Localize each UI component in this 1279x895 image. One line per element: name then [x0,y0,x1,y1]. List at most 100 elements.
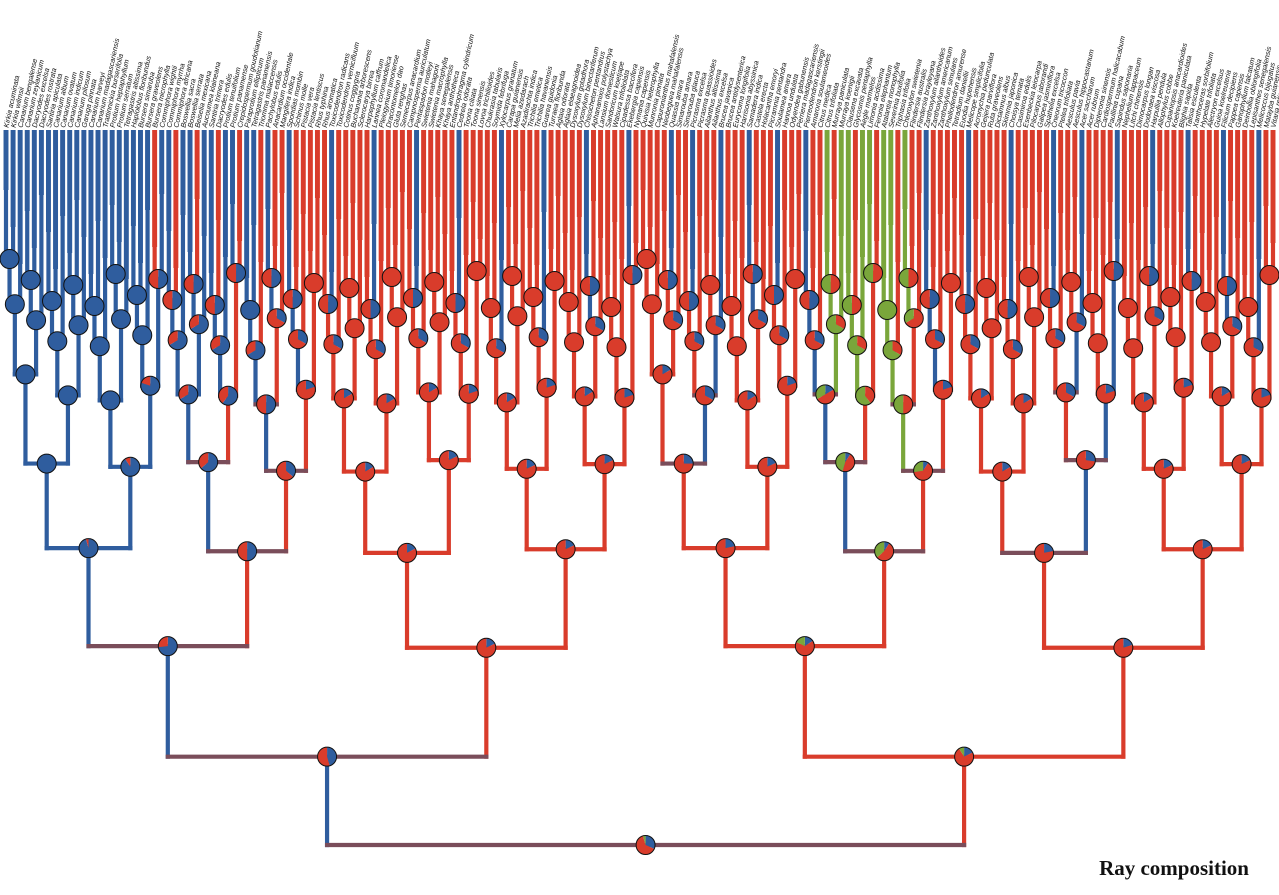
tip-state-bar [909,130,915,246]
tip-state-bar [300,130,306,214]
tip-state-bar [1171,130,1177,265]
node-pie [585,316,606,337]
tip-state-bar [180,130,186,215]
node-pie [1243,337,1264,358]
tip-state-bar [1256,130,1262,259]
tip-state-bar [159,130,165,194]
node-pie [502,266,523,286]
node-pie [303,273,324,293]
node-pie [20,270,41,290]
node-pie [594,454,615,475]
tip-state-bar [626,130,632,206]
tip-state-bar [53,130,59,269]
node-pie [140,375,161,396]
node-pie [1139,266,1160,286]
tip-state-bar [102,130,108,258]
tip-state-bar [1235,130,1241,238]
tip-state-bar [414,130,420,266]
tip-state-bar [1206,130,1212,270]
node-pie [737,390,758,411]
node-pie [387,307,408,328]
node-pie [376,393,397,414]
tip-state-bar [1008,130,1014,224]
node-pie [1103,261,1124,281]
tip-state-bar [258,130,264,262]
tip-state-bar [541,130,547,212]
node-pie [57,385,78,406]
node-pie [4,294,25,315]
node-pie [981,318,1002,339]
node-pie [339,278,360,298]
node-pie [1055,382,1076,403]
node-pie [282,289,303,309]
node-pie [1259,265,1279,285]
node-pie [769,325,790,346]
node-pie [418,382,439,403]
node-pie [68,315,89,336]
tip-state-bar [881,130,887,278]
tip-state-bar [576,130,582,217]
node-pie [601,297,622,317]
node-pie [1113,637,1134,658]
node-pie [276,460,297,481]
tip-state-bar [470,130,476,202]
node-pie [132,325,153,346]
node-pie [1095,383,1116,404]
node-pie [318,294,339,314]
tip-state-bar [895,130,901,262]
node-pie [402,288,423,308]
node-pie [36,453,57,474]
node-pie [1173,377,1194,398]
node-pie [111,309,132,330]
node-pie [815,384,836,405]
tip-state-bar [194,130,200,199]
tip-state-bar [329,130,335,272]
node-pie [1195,292,1216,312]
tip-state-bar [152,130,158,247]
tip-state-bar [272,130,278,246]
node-pie [317,746,338,767]
node-pie [1201,332,1222,353]
tip-state-bar [697,130,703,216]
tip-state-bar [874,130,880,241]
node-pie [458,383,479,404]
node-pie [877,300,898,320]
node-pie [120,456,141,477]
node-pie [42,291,63,311]
tip-state-bar [980,130,986,256]
node-pie [26,310,47,331]
tip-state-bar [1164,130,1170,228]
node-pie [1231,454,1252,475]
tip-state-bar [1213,130,1219,217]
tip-state-bar [215,130,221,220]
tip-state-bar [612,130,618,222]
tip-state-bar [31,130,37,248]
tip-state-bar [251,130,257,225]
node-pie [528,327,549,348]
node-pie [480,298,501,318]
node-pie [1117,298,1138,318]
tip-state-bar [845,130,851,273]
node-pie [777,375,798,396]
tip-state-bar [265,130,271,209]
tip-state-bar [966,130,972,272]
tip-state-bar [463,130,469,255]
node-pie [100,390,121,411]
tip-state-bar [1242,130,1248,275]
tip-state-bar [1220,130,1226,254]
node-pie [940,273,961,293]
node-pie [218,385,239,406]
tip-state-bar [668,130,674,248]
tip-state-bar [130,130,136,226]
tip-state-bar [109,130,115,205]
tip-state-bar [534,130,540,265]
node-pie [287,329,308,350]
tip-state-bar [591,130,596,201]
tip-state-bar [293,130,299,267]
node-pie [1123,338,1144,359]
tip-state-bar [385,130,391,208]
node-pie [564,332,585,353]
node-pie [742,264,763,284]
node-pie [673,453,694,474]
node-pie [1144,306,1165,327]
